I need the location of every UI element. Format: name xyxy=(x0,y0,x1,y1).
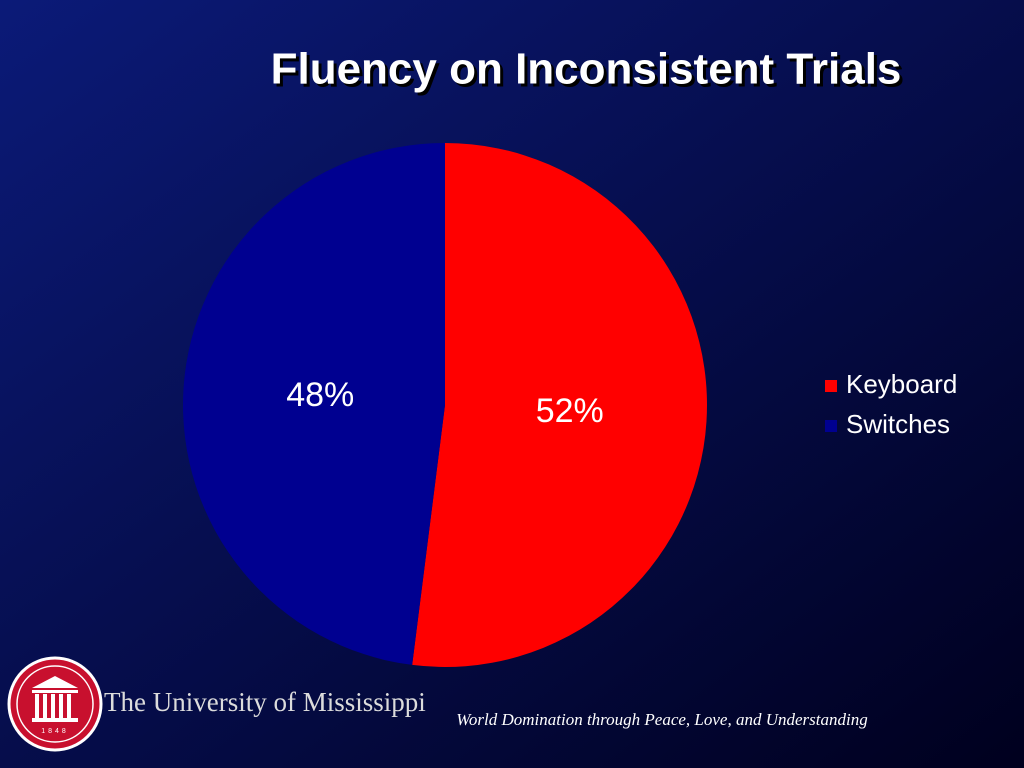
pie: 52% 48% xyxy=(182,143,707,667)
pie-slice xyxy=(412,143,707,667)
tagline: World Domination through Peace, Love, an… xyxy=(456,710,867,729)
legend-label: Keyboard xyxy=(846,369,957,399)
legend: Keyboard Switches xyxy=(825,369,957,439)
university-name: The University of Mississippi xyxy=(104,687,426,717)
logo-ring xyxy=(16,665,94,743)
legend-swatch xyxy=(825,380,837,392)
value-label: 52% xyxy=(536,392,604,430)
logo-building xyxy=(32,676,78,722)
logo: 1848 xyxy=(7,656,103,752)
pie-slice xyxy=(182,143,445,665)
logo-year: 1848 xyxy=(41,728,69,735)
chart-title: Fluency on Inconsistent Trials xyxy=(271,45,902,94)
value-label: 48% xyxy=(286,376,354,414)
legend-label: Switches xyxy=(846,409,950,439)
logo-columns xyxy=(35,694,71,718)
legend-swatch xyxy=(825,420,837,432)
